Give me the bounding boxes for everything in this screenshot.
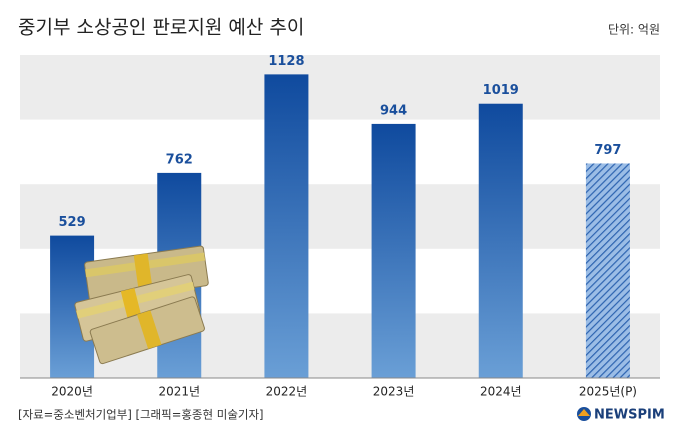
value-label: 944 [380,103,407,118]
background-band [20,184,660,249]
x-tick-label: 2024년 [480,385,522,399]
x-tick-label: 2020년 [51,385,93,399]
value-label: 529 [59,215,86,230]
source: [자료=중소벤처기업부] [그래픽=홍종현 미술기자] [18,408,264,422]
chart-title: 중기부 소상공인 판로지원 예산 추이 [18,17,304,39]
value-label: 1019 [483,83,519,98]
x-tick-label: 2023년 [373,385,415,399]
x-tick-label: 2022년 [266,385,308,399]
bar [585,163,630,378]
value-label: 797 [594,143,621,158]
money-illustration [74,245,209,365]
value-label: 1128 [268,54,304,69]
logo-icon-accent [578,409,590,416]
plot: 529 762 1128 944 1019 797 [50,54,630,378]
bar [478,103,523,378]
unit-label: 단위: 억원 [608,23,660,37]
x-tick-label: 2021년 [158,385,200,399]
x-tick-label: 2025년(P) [579,385,637,399]
value-label: 762 [166,152,193,167]
bar [371,123,416,378]
logo: NEWSPIM [594,408,665,423]
background-band [20,55,660,120]
bar [264,74,309,378]
